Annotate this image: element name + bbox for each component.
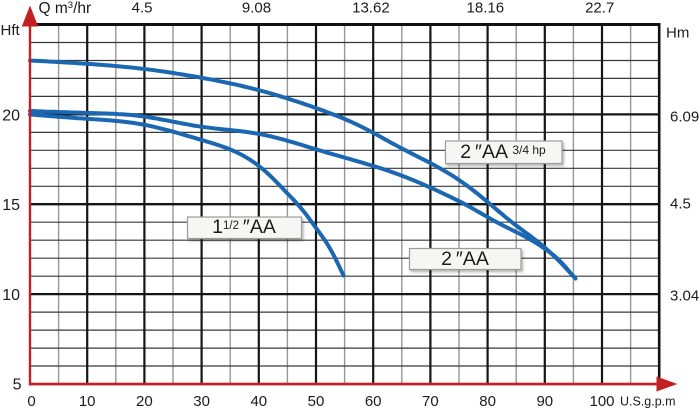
svg-text:4.5: 4.5 <box>670 196 691 213</box>
svg-text:50: 50 <box>308 393 325 409</box>
svg-text:Hm: Hm <box>666 25 689 42</box>
svg-text:18.16: 18.16 <box>467 0 505 17</box>
svg-text:20: 20 <box>136 393 153 409</box>
svg-text:60: 60 <box>365 393 382 409</box>
svg-text:40: 40 <box>250 393 267 409</box>
svg-text:70: 70 <box>422 393 439 409</box>
svg-text:90: 90 <box>536 393 553 409</box>
svg-text:30: 30 <box>193 393 210 409</box>
svg-text:20: 20 <box>2 108 20 125</box>
svg-text:6.09: 6.09 <box>670 109 699 126</box>
svg-text:10: 10 <box>79 393 96 409</box>
svg-text:4.5: 4.5 <box>132 0 153 17</box>
svg-text:13.62: 13.62 <box>352 0 390 17</box>
svg-text:10: 10 <box>2 287 20 304</box>
svg-text:5: 5 <box>13 377 22 394</box>
svg-text:22.7: 22.7 <box>585 0 614 17</box>
svg-text:11/2 ″AA: 11/2 ″AA <box>212 216 276 238</box>
svg-text:0: 0 <box>27 393 35 409</box>
svg-text:9.08: 9.08 <box>242 0 271 17</box>
svg-text:15: 15 <box>2 197 20 214</box>
svg-text:100: 100 <box>589 393 614 409</box>
svg-text:Q m3/hr: Q m3/hr <box>39 0 92 17</box>
svg-text:U.S.g.p.m: U.S.g.p.m <box>620 395 676 409</box>
svg-text:80: 80 <box>479 393 496 409</box>
svg-text:3.04: 3.04 <box>670 288 699 305</box>
svg-text:2 ″AA: 2 ″AA <box>441 248 489 270</box>
svg-text:Hft: Hft <box>1 22 21 39</box>
